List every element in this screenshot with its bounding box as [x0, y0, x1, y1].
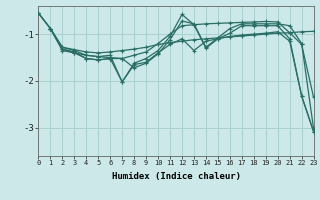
X-axis label: Humidex (Indice chaleur): Humidex (Indice chaleur) — [111, 172, 241, 181]
